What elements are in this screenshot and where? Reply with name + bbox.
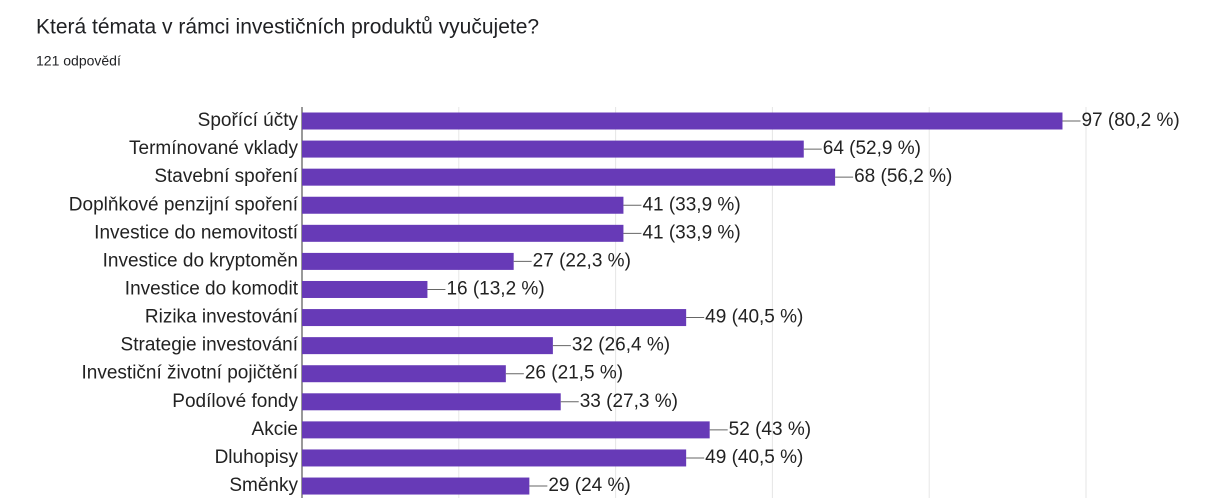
value-label: 64 (52,9 %) xyxy=(823,138,921,159)
bar xyxy=(302,112,1063,130)
value-label: 26 (21,5 %) xyxy=(525,363,623,384)
bar xyxy=(302,449,687,467)
value-label: 16 (13,2 %) xyxy=(446,278,544,299)
category-label: Akcie xyxy=(252,419,298,440)
bar xyxy=(302,252,514,270)
category-label: Investice do kryptoměn xyxy=(103,250,298,271)
value-label: 52 (43 %) xyxy=(729,419,811,440)
value-label: 27 (22,3 %) xyxy=(533,250,631,271)
bar xyxy=(302,224,624,242)
value-label: 33 (27,3 %) xyxy=(580,391,678,412)
value-label: 97 (80,2 %) xyxy=(1081,110,1179,131)
category-label: Investiční životní pojičtění xyxy=(82,363,299,384)
category-label: Dluhopisy xyxy=(215,447,299,468)
value-label: 49 (40,5 %) xyxy=(705,307,803,328)
category-label: Rizika investování xyxy=(145,307,299,328)
bar xyxy=(302,196,624,214)
chart-title: Která témata v rámci investičních produk… xyxy=(36,16,539,39)
bar xyxy=(302,309,687,327)
category-label: Podílové fondy xyxy=(172,391,298,412)
bar xyxy=(302,365,506,383)
category-label: Investice do komodit xyxy=(125,278,299,299)
category-label: Směnky xyxy=(229,475,298,496)
value-label: 41 (33,9 %) xyxy=(642,222,740,243)
bar xyxy=(302,168,836,186)
category-label: Termínované vklady xyxy=(129,138,298,159)
category-label: Strategie investování xyxy=(121,335,299,356)
bar xyxy=(302,280,428,298)
bar xyxy=(302,477,530,495)
value-label: 29 (24 %) xyxy=(548,475,630,496)
category-label: Investice do nemovitostí xyxy=(94,222,299,243)
bar xyxy=(302,337,553,355)
value-label: 49 (40,5 %) xyxy=(705,447,803,468)
category-label: Doplňkové penzijní spoření xyxy=(69,194,299,215)
value-label: 41 (33,9 %) xyxy=(642,194,740,215)
bar xyxy=(302,421,710,439)
value-label: 32 (26,4 %) xyxy=(572,335,670,356)
category-label: Spořící účty xyxy=(198,110,299,131)
bar xyxy=(302,393,561,411)
chart-subtitle: 121 odpovědí xyxy=(36,53,121,69)
category-label: Stavební spoření xyxy=(154,166,298,187)
value-label: 68 (56,2 %) xyxy=(854,166,952,187)
bar xyxy=(302,140,804,158)
